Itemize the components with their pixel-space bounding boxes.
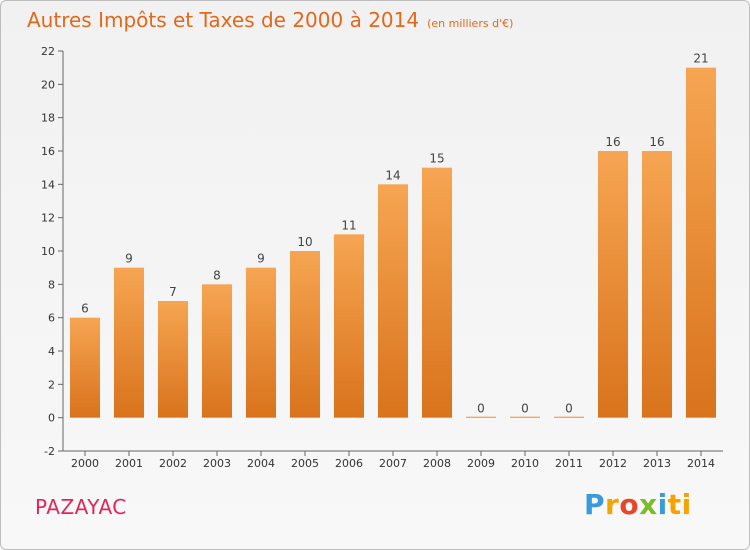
- bar: [510, 416, 540, 418]
- x-tick-label: 2000: [71, 457, 99, 470]
- bar: [202, 284, 232, 418]
- x-tick-label: 2013: [643, 457, 671, 470]
- logo-letter: o: [619, 488, 640, 521]
- y-tick-label: 0: [48, 412, 55, 425]
- proxiti-logo: Proxiti: [584, 488, 692, 521]
- y-tick-label: 2: [48, 378, 55, 391]
- y-tick-label: 18: [41, 112, 55, 125]
- data-label: 8: [213, 268, 221, 282]
- y-tick-label: 20: [41, 78, 55, 91]
- data-label: 21: [693, 52, 708, 66]
- bar: [70, 317, 100, 418]
- bar: [158, 301, 188, 418]
- bar: [598, 151, 628, 418]
- logo-letter: x: [639, 488, 658, 521]
- x-tick-label: 2001: [115, 457, 143, 470]
- data-label: 0: [521, 402, 529, 416]
- x-tick-label: 2014: [687, 457, 715, 470]
- x-tick-label: 2007: [379, 457, 407, 470]
- data-label: 14: [385, 168, 400, 182]
- bar: [554, 416, 584, 418]
- y-tick-label: 6: [48, 312, 55, 325]
- bar: [422, 167, 452, 418]
- x-tick-label: 2003: [203, 457, 231, 470]
- x-tick-label: 2012: [599, 457, 627, 470]
- y-tick-label: 12: [41, 212, 55, 225]
- y-tick-label: -2: [44, 445, 55, 458]
- bar: [290, 251, 320, 418]
- x-tick-label: 2006: [335, 457, 363, 470]
- chart-title: Autres Impôts et Taxes de 2000 à 2014 (en…: [27, 8, 513, 32]
- data-label: 15: [429, 152, 444, 166]
- bar: [686, 67, 716, 418]
- data-label: 16: [649, 135, 664, 149]
- y-tick-label: 8: [48, 278, 55, 291]
- town-name: PAZAYAC: [35, 495, 127, 519]
- bar: [642, 151, 672, 418]
- x-tick-label: 2005: [291, 457, 319, 470]
- data-label: 9: [125, 252, 133, 266]
- y-tick-label: 10: [41, 245, 55, 258]
- y-tick-label: 22: [41, 45, 55, 58]
- axes: -2 0 2 4 6 8 10 12 14 16 18 20 22 2000 2001 2002 2003 200…: [41, 45, 723, 470]
- bar: [466, 416, 496, 418]
- bars: [70, 67, 716, 418]
- logo-letter: P: [584, 488, 606, 521]
- chart-title-text: Autres Impôts et Taxes de 2000 à 2014: [27, 8, 420, 32]
- data-label: 10: [297, 235, 312, 249]
- data-label: 11: [341, 218, 356, 232]
- x-tick-label: 2002: [159, 457, 187, 470]
- data-labels: 6 9 7 8 9 10 11 14 15 0 0 0 16 16 21: [81, 52, 708, 416]
- y-tick-label: 4: [48, 345, 55, 358]
- data-label: 6: [81, 302, 89, 316]
- y-tick-label: 14: [41, 178, 55, 191]
- logo-letter: ti: [667, 488, 692, 521]
- logo-letter: i: [657, 488, 668, 521]
- y-tick-label: 16: [41, 145, 55, 158]
- x-tick-label: 2010: [511, 457, 539, 470]
- x-tick-label: 2011: [555, 457, 583, 470]
- bar: [246, 267, 276, 418]
- data-label: 0: [565, 402, 573, 416]
- data-label: 9: [257, 252, 265, 266]
- x-tick-label: 2009: [467, 457, 495, 470]
- x-tick-label: 2008: [423, 457, 451, 470]
- data-label: 7: [169, 285, 177, 299]
- bar: [114, 267, 144, 418]
- data-label: 0: [477, 402, 485, 416]
- data-label: 16: [605, 135, 620, 149]
- chart-unit-note: (en milliers d'€): [427, 17, 514, 30]
- bar: [378, 184, 408, 418]
- bar: [334, 234, 364, 418]
- x-tick-label: 2004: [247, 457, 275, 470]
- logo-letter: r: [605, 488, 620, 521]
